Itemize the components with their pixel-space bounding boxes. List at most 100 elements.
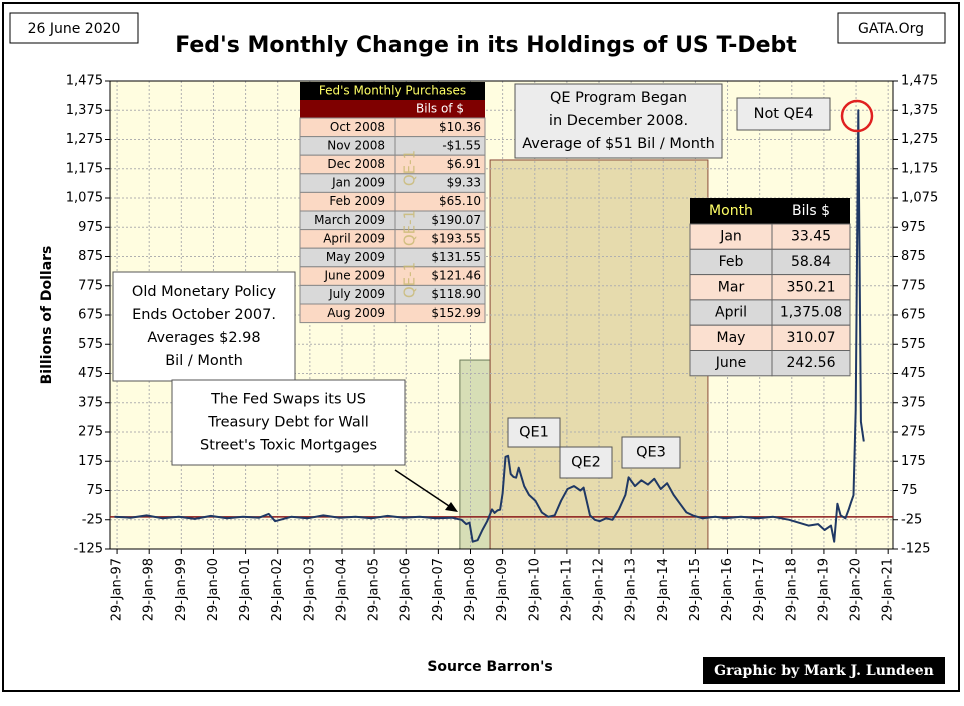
x-tick-label: 29-Jan-97 <box>110 558 125 621</box>
x-tick-label: 29-Jan-16 <box>720 558 735 621</box>
x-tick-label: 29-Jan-04 <box>334 558 349 621</box>
x-tick-label: 29-Jan-20 <box>849 558 864 621</box>
x-tick-label: 29-Jan-03 <box>302 558 317 621</box>
table-watermark: QE-1 <box>401 210 419 246</box>
y-tick-label: 1,075 <box>66 191 103 206</box>
table-cell <box>689 248 773 276</box>
table-header: Bils $ <box>792 203 830 219</box>
annotation-box <box>621 436 681 469</box>
table-text: $6.91 <box>447 157 481 171</box>
x-tick-label: 29-Jan-19 <box>816 558 831 621</box>
y2-tick-label: 75 <box>901 483 918 498</box>
table-text: $190.07 <box>431 213 481 227</box>
y2-tick-label: 175 <box>901 454 926 469</box>
annotation-text: Average of $51 Bil / Month <box>522 136 715 152</box>
table-text: -$1.55 <box>442 138 481 152</box>
table-cell <box>689 274 773 301</box>
y2-tick-label: 675 <box>901 308 926 323</box>
table-text: June 2009 <box>324 269 386 283</box>
annotation-text: Bil / Month <box>165 353 243 369</box>
source-label: GATA.Org <box>858 21 924 37</box>
annotation-text: QE3 <box>636 445 666 461</box>
x-tick-label: 29-Jan-99 <box>174 558 189 621</box>
y-tick-label: 1,375 <box>66 103 103 118</box>
arrow-line <box>394 469 453 509</box>
annotation-text: in December 2008. <box>549 113 688 129</box>
highlight-circle <box>840 99 874 133</box>
table-text: 242.56 <box>787 355 836 371</box>
table-title: Fed's Monthly Purchases <box>319 84 466 98</box>
x-tick-label: 29-Jan-02 <box>270 558 285 621</box>
x-axis-label: Source Barron's <box>427 659 552 675</box>
y2-tick-label: 375 <box>901 395 926 410</box>
y2-tick-label: 1,075 <box>901 191 938 206</box>
credit-box <box>703 657 945 684</box>
table-text: Jan 2009 <box>331 176 385 190</box>
x-tick-label: 29-Jan-05 <box>367 558 382 621</box>
table-text: $121.46 <box>431 269 481 283</box>
table-title-bg <box>300 82 485 100</box>
annotation-layer: QE Program Began in December 2008. Average… <box>112 82 851 479</box>
y2-tick-label: 575 <box>901 337 926 352</box>
annotation-text: Street's Toxic Mortgages <box>200 438 377 454</box>
table-header-bg <box>690 198 850 224</box>
table-cell <box>771 350 851 377</box>
annotation-box <box>507 417 561 448</box>
table-text: March 2009 <box>314 213 385 227</box>
y2-tick-label: 275 <box>901 425 926 440</box>
y2-tick-label: 1,275 <box>901 132 938 147</box>
table-text: Feb <box>719 254 744 270</box>
y-tick-label: -125 <box>73 542 103 557</box>
table-header: Month <box>709 203 753 219</box>
y2-tick-label: 775 <box>901 278 926 293</box>
annotation-text: QE2 <box>571 455 601 471</box>
table-text: Aug 2009 <box>327 306 385 320</box>
y2-tick-label: -125 <box>901 542 931 557</box>
x-tick-label: 29-Jan-14 <box>656 558 671 621</box>
annotation-text: QE Program Began <box>550 90 687 106</box>
y-tick-label: 875 <box>78 249 103 264</box>
annotation-text: Averages $2.98 <box>147 330 260 346</box>
x-tick-label: 29-Jan-18 <box>784 558 799 621</box>
y-tick-label: -25 <box>82 512 103 527</box>
x-tick-label: 29-Jan-98 <box>142 558 157 621</box>
table-text: May 2009 <box>326 250 385 264</box>
y-tick-label: 675 <box>78 308 103 323</box>
table-text: June <box>715 355 747 371</box>
table-cell <box>771 248 851 276</box>
chart-title: Fed's Monthly Change in its Holdings of … <box>175 33 797 58</box>
annotation-text: Old Monetary Policy <box>132 284 277 300</box>
annotation-box <box>171 379 406 466</box>
annotation-text: Not QE4 <box>754 106 814 122</box>
table-text: July 2009 <box>328 287 385 301</box>
annotation-text: Ends October 2007. <box>132 307 276 323</box>
y-tick-label: 475 <box>78 366 103 381</box>
table-text: April 2009 <box>323 231 385 245</box>
table-text: $131.55 <box>431 250 481 264</box>
y2-tick-label: 1,375 <box>901 103 938 118</box>
table-text: 58.84 <box>791 254 831 270</box>
annotation-box <box>514 83 723 159</box>
table-cell <box>394 303 486 324</box>
table-text: Oct 2008 <box>330 120 385 134</box>
x-tick-label: 29-Jan-00 <box>206 558 221 621</box>
table-text: $193.55 <box>431 231 481 245</box>
annotation-text: QE1 <box>519 425 549 441</box>
plot-layer: -125 -25 75 175 275 375 475 575 675 775 875 975 1,07… <box>66 74 938 622</box>
x-tick-label: 29-Jan-07 <box>431 558 446 621</box>
table-text: 310.07 <box>787 330 836 346</box>
annotation-box <box>736 97 831 131</box>
x-tick-label: 29-Jan-11 <box>559 558 574 621</box>
shaded-region <box>459 359 491 550</box>
annotation-box <box>559 446 613 479</box>
y2-tick-label: 875 <box>901 249 926 264</box>
y-tick-label: 575 <box>78 337 103 352</box>
table-text: 1,375.08 <box>780 305 842 321</box>
table-cell <box>771 274 851 301</box>
x-tick-label: 29-Jan-08 <box>463 558 478 621</box>
table-watermark: QE-1 <box>401 150 419 186</box>
y2-tick-label: 1,475 <box>901 74 938 89</box>
annotation-box <box>112 271 296 382</box>
